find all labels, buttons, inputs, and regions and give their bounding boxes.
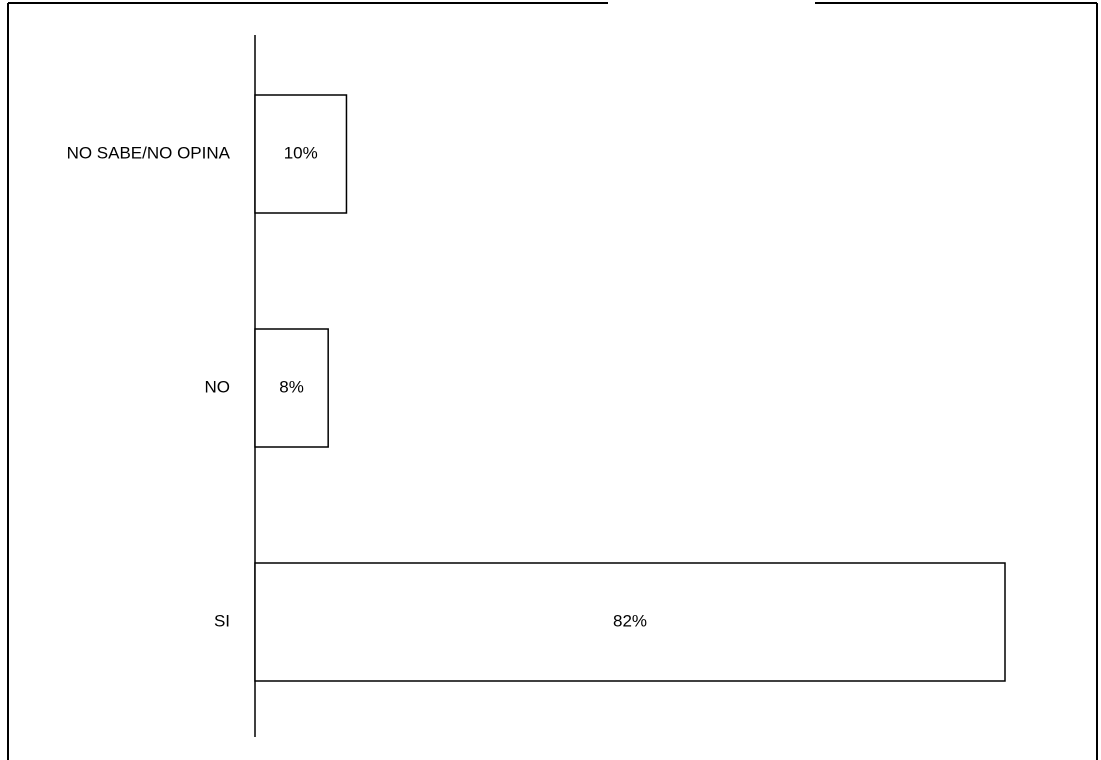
bar-1: [254, 328, 329, 448]
category-label-2: SI: [214, 611, 230, 630]
bar-0: [254, 94, 348, 214]
bars-layer: [254, 94, 1006, 682]
category-label-1: NO: [205, 377, 231, 396]
category-label-0: NO SABE/NO OPINA: [67, 143, 231, 162]
data-label-0: 10%: [284, 143, 318, 162]
data-label-1: 8%: [279, 377, 304, 396]
data-label-2: 82%: [613, 611, 647, 630]
bar-2: [254, 562, 1006, 682]
labels-layer: 10% NO SABE/NO OPINA 8% NO 82% SI: [67, 143, 647, 630]
